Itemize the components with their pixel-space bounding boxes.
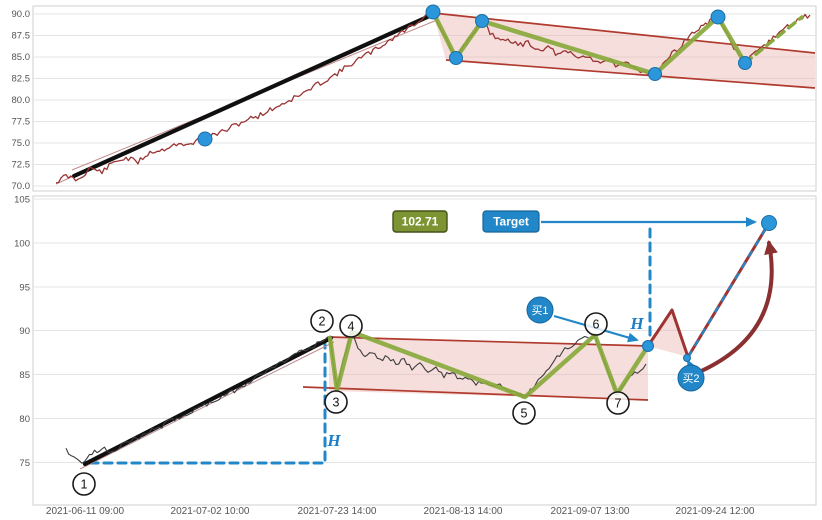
bottom-y-axis: 105 100 95 90 85 80 75 (14, 195, 30, 470)
target-price-badge: 102.71 (392, 210, 448, 233)
top-y-axis: 90.0 87.5 85.0 82.5 80.0 77.5 75.0 72.5 … (12, 9, 31, 192)
x-tick-label: 2021-06-11 09:00 (46, 506, 125, 517)
top-pivot-dot (710, 9, 726, 25)
projected-rise-line (686, 226, 768, 359)
x-tick-label: 2021-07-23 14:00 (298, 506, 377, 517)
buy1-signal: 买1 (526, 296, 554, 324)
top-gridlines (34, 13, 815, 187)
pivot-marker-7: 7 (606, 391, 630, 415)
x-tick-label: 2021-08-13 14:00 (424, 506, 503, 517)
pivot-marker-6: 6 (584, 312, 608, 336)
breakout-dot (642, 340, 654, 352)
bottom-flag-lower-line (302, 386, 649, 401)
y-tick-label: 90 (19, 326, 30, 337)
pivot-number: 4 (348, 320, 355, 334)
h-label-projection: H (629, 314, 644, 333)
y-tick-label: 85.0 (12, 52, 31, 63)
pivot-number: 3 (333, 396, 340, 410)
x-tick-label: 2021-09-24 12:00 (676, 506, 755, 517)
bottom-gridlines (34, 198, 815, 463)
target-badge: Target (482, 210, 540, 233)
pivot-marker-3: 3 (324, 390, 348, 414)
bottom-trendline (82, 335, 334, 467)
bottom-flag-upper-line (328, 336, 649, 347)
y-tick-label: 70.0 (12, 181, 31, 192)
target-price-value: 102.71 (402, 215, 439, 229)
buy2-circle (677, 364, 705, 392)
flagpole-height-dashed-line (88, 342, 327, 465)
pivot-marker-2: 2 (310, 309, 334, 333)
y-tick-label: 82.5 (12, 74, 31, 85)
pivot-marker-1: 1 (72, 472, 96, 496)
buy1-label: 买1 (531, 304, 548, 317)
pivot-circle (310, 309, 334, 333)
top-trendline (71, 11, 437, 179)
top-panel-frame (32, 5, 817, 192)
target-dot (761, 215, 777, 231)
breakout-spike-fill (648, 310, 688, 357)
y-tick-label: 95 (19, 283, 30, 294)
y-tick-label: 100 (14, 239, 30, 250)
pivot-circle (72, 472, 96, 496)
target-price-badge-box (392, 210, 448, 233)
pivot-marker-5: 5 (512, 401, 536, 425)
y-tick-label: 105 (14, 195, 30, 206)
buy1-circle (526, 296, 554, 324)
y-tick-label: 75 (19, 458, 30, 469)
buy2-label: 买2 (682, 372, 699, 385)
y-tick-label: 75.0 (12, 138, 31, 149)
y-tick-label: 72.5 (12, 160, 31, 171)
top-chart-panel: 90.0 87.5 85.0 82.5 80.0 77.5 75.0 72.5 … (12, 4, 817, 192)
target-curved-arrow (695, 240, 778, 375)
y-tick-label: 80.0 (12, 95, 31, 106)
pivot-circle (324, 390, 348, 414)
top-pivot-dot (648, 67, 662, 81)
top-flag-lower-line (445, 59, 816, 89)
breakout-spike-line (646, 308, 690, 359)
y-tick-label: 85 (19, 370, 30, 381)
y-tick-label: 90.0 (12, 9, 31, 20)
top-zigzag (430, 9, 748, 77)
pivot-circle (584, 312, 608, 336)
target-label: Target (493, 215, 529, 229)
target-badge-box (482, 210, 540, 233)
top-pivot-dot (738, 56, 752, 70)
h-label-flagpole: H (326, 431, 341, 450)
buy2-dot (683, 354, 691, 362)
pivot-circle (606, 391, 630, 415)
pivot-circle (339, 314, 363, 338)
y-tick-label: 80 (19, 414, 30, 425)
buy2-signal: 买2 (677, 364, 705, 392)
top-flag-upper-line (432, 12, 816, 54)
pivot-circle (512, 401, 536, 425)
x-axis: 2021-06-11 09:00 2021-07-02 10:00 2021-0… (46, 506, 755, 517)
pivot-number: 5 (521, 407, 528, 421)
x-tick-label: 2021-07-02 10:00 (171, 506, 250, 517)
pivot-number: 1 (81, 478, 88, 492)
top-pivot-dot (475, 14, 489, 28)
top-pivot-dot (425, 4, 441, 20)
y-tick-label: 87.5 (12, 31, 31, 42)
top-pivot-dot (449, 51, 463, 65)
pivot-marker-4: 4 (339, 314, 363, 338)
pivot-number: 7 (615, 397, 622, 411)
bottom-chart-panel: 102.71 Target 买1 买2 H H 1 2 3 (14, 195, 817, 517)
y-tick-label: 77.5 (12, 117, 31, 128)
top-pivot-dot (197, 131, 213, 147)
top-flag-channel-fill (433, 13, 815, 88)
top-breakout-dashed (743, 15, 804, 65)
pivot-number: 6 (593, 318, 600, 332)
x-tick-label: 2021-09-07 13:00 (551, 506, 630, 517)
pivot-number: 2 (319, 315, 326, 329)
